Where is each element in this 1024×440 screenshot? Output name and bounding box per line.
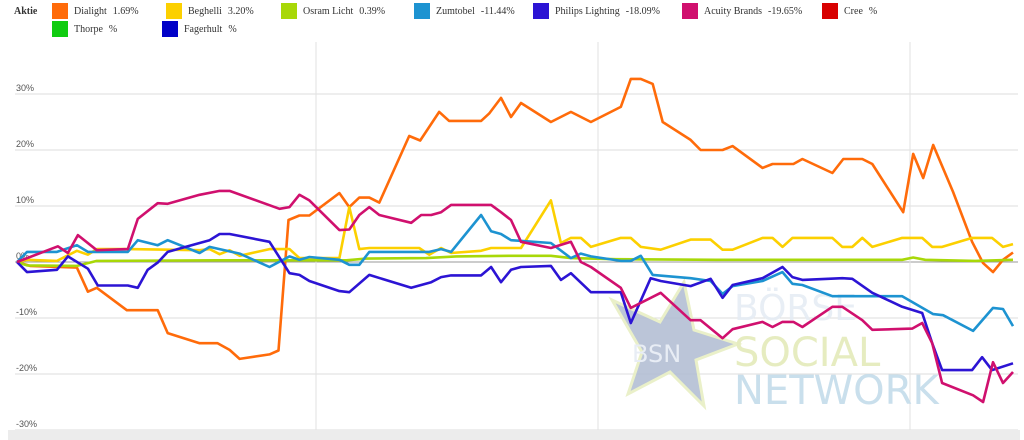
series-lines [16,77,1015,404]
series-line-dialight[interactable] [16,77,1014,361]
series-line-acuity-brands[interactable] [16,189,1014,404]
legend-value: 0.39% [359,5,386,17]
legend-title: Aktie [14,6,38,17]
series-line-beghelli[interactable] [16,199,1014,264]
legend-item-cree[interactable]: Cree% [822,3,877,19]
legend-swatch [682,3,698,19]
legend-item-philips-lighting[interactable]: Philips Lighting -18.09% [533,3,660,19]
legend-label: Acuity Brands [704,5,763,17]
legend-value: -18.09% [625,5,660,17]
y-tick-label: -20% [16,363,37,373]
legend-value: 3.20% [227,5,254,17]
series-line-zumtobel[interactable] [16,213,1015,333]
navigator-bar[interactable] [8,430,1020,440]
legend-value: % [108,23,118,35]
legend-item-beghelli[interactable]: Beghelli 3.20% [166,3,254,19]
watermark-mark: BSN [632,340,681,368]
legend-value: % [868,5,878,17]
legend-label: Osram Licht [303,5,354,17]
legend-swatch [822,3,838,19]
legend-label: Dialight [74,5,107,17]
legend-label: Beghelli [188,5,222,17]
legend-value: 1.69% [112,5,139,17]
legend-item-thorpe[interactable]: Thorpe% [52,21,117,37]
y-tick-label: -10% [16,307,37,317]
watermark-line2: SOCIAL [734,330,881,376]
legend-swatch [52,3,68,19]
legend-value: % [228,23,237,35]
legend-swatch [281,3,297,19]
legend-swatch [414,3,430,19]
series-line-osram-licht[interactable] [16,254,1014,268]
legend-label: Philips Lighting [555,5,620,17]
legend-label: Cree [844,5,863,17]
y-tick-label: 20% [16,139,34,149]
legend-swatch [533,3,549,19]
y-tick-label: -30% [16,419,37,429]
legend-label: Zumtobel [436,5,475,17]
watermark-star-icon [608,277,743,411]
legend-swatch [166,3,182,19]
legend-value: -11.44% [480,5,515,17]
legend-item-acuity-brands[interactable]: Acuity Brands -19.65% [682,3,802,19]
y-tick-label: 10% [16,195,34,205]
legend-item-fagerhult[interactable]: Fagerhult% [162,21,237,37]
legend-item-dialight[interactable]: Dialight 1.69% [52,3,139,19]
legend-label: Fagerhult [184,23,223,35]
legend-item-osram-licht[interactable]: Osram Licht 0.39% [281,3,385,19]
watermark-line3: NETWORK [734,368,940,414]
legend-value: -19.65% [768,5,803,17]
chart-legend: Aktie Dialight 1.69% Beghelli 3.20% Osram Li… [0,0,1024,40]
legend-item-zumtobel[interactable]: Zumtobel -11.44% [414,3,515,19]
y-tick-label: 30% [16,83,34,93]
series-line-philips-lighting[interactable] [16,232,1014,372]
legend-label: Thorpe [74,23,103,35]
legend-swatch [162,21,178,37]
legend-swatch [52,21,68,37]
